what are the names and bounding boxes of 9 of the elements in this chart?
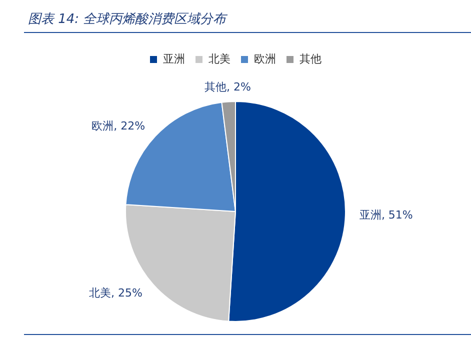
data-label: 其他, 2%	[204, 80, 251, 94]
data-label: 亚洲, 51%	[359, 208, 413, 222]
data-label: 北美, 25%	[89, 286, 142, 300]
chart-title: 图表 14: 全球丙烯酸消费区域分布	[28, 11, 226, 28]
legend-label: 北美	[208, 52, 230, 66]
data-label: 欧洲, 22%	[92, 119, 146, 132]
legend-label: 亚洲	[163, 52, 185, 66]
legend-label: 欧洲	[254, 52, 276, 66]
legend-label: 其他	[300, 52, 322, 66]
